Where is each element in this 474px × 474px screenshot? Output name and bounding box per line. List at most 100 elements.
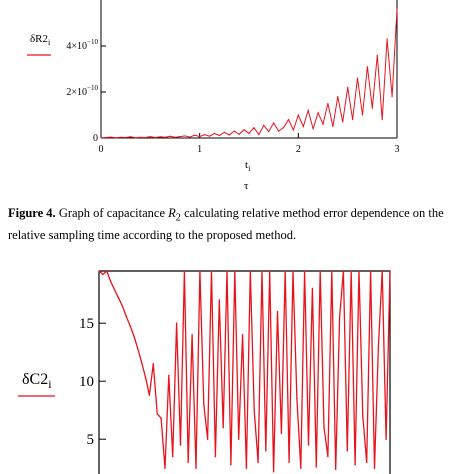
chart-top-data-point [243,129,245,131]
chart-bottom-data-point [334,468,337,471]
chart-bottom-data-point [203,403,205,406]
chart-top-data-point [149,136,151,138]
chart-top-data-point [228,134,230,136]
chart-bottom-data-point [300,467,302,469]
chart-top-y-label: δR2i [27,33,51,56]
chart-top-data-point [273,122,275,124]
chart-bottom-data-point [121,305,123,307]
chart-top-data-point [297,114,299,116]
chart-top-data-point [179,136,181,138]
chart-bottom-data-point [210,270,213,272]
chart-bottom-data-point [148,394,151,396]
chart-top-x-tick-label: 2 [296,144,301,155]
chart-bottom-data-point [222,426,224,429]
chart-bottom-data-point [230,464,232,466]
chart-top-data-point [159,136,161,138]
chart-top-data-point [386,38,388,40]
chart-top-data-point [115,137,117,139]
chart-top-data-point [169,135,171,137]
chart-bottom-data-point [98,270,100,272]
chart-top-data-point [268,130,270,133]
chart-bottom-data-point [226,270,228,272]
chart-top-series-line [100,9,398,139]
chart-top-series [100,8,398,139]
chart-top-x-tick-label: 1 [197,144,202,155]
chart-bottom-data-point [160,417,162,420]
chart-top-data-point [110,136,112,138]
chart-top-data-point [391,96,393,98]
chart-bottom-data-point [140,361,143,364]
chart-bottom-data-point [366,461,368,464]
chart-top-data-point [189,136,191,138]
chart-bottom-data-point [261,270,263,272]
chart-top-x-label-sub: i [248,164,251,173]
chart-bottom-data-point [269,270,271,272]
chart-bottom-data-point [323,426,325,429]
chart-top-data-point [218,134,220,137]
svg-text:δC2i: δC2i [22,371,52,391]
chart-top-data-point [292,129,294,131]
chart-bottom-data-point [117,296,120,299]
chart-top-data-point [347,86,349,88]
chart-bottom-data-point [125,315,127,317]
chart-top-data-point [287,119,290,121]
chart-bottom-data-point [152,363,155,365]
chart-top-data-point [396,8,398,10]
chart-top-data-point [208,135,211,137]
caption-figure-number: Figure 4. [8,206,56,220]
chart-bottom-data-point [338,316,341,319]
chart-bottom-data-point [234,270,236,272]
svg-text:ti: ti [245,159,251,173]
chart-bottom-data-point [199,270,201,272]
chart-bottom-data-point [354,464,356,466]
chart-top-data-point [258,133,260,136]
chart-top-data-point [105,136,107,139]
chart-bottom-data-point [253,409,255,411]
chart-bottom-data-point [385,438,387,440]
chart-top-data-point [120,136,122,138]
chart-bottom-data-point [106,270,108,272]
chart-top-y-tick-label: 0 [93,133,98,144]
chart-bottom-data-point [168,374,170,377]
chart-bottom-data-point [307,444,310,446]
chart-bottom-y-label-main: δC2 [22,371,48,388]
chart-top-data-point [154,136,156,139]
chart-top-data-point [248,132,250,134]
chart-bottom-data-point [292,270,294,272]
chart-bottom-y-tick-label: 10 [79,374,94,390]
chart-top-x-tick-label: 3 [395,144,400,155]
chart-bottom-series [98,270,391,473]
chart-bottom-y-tick-label: 5 [87,432,95,448]
chart-bottom-data-point [362,415,364,417]
chart-top-data-point [174,136,176,138]
chart-top-data-point [144,136,146,139]
chart-bottom-data-point [214,455,217,458]
chart-bottom-data-point [280,432,283,435]
chart-bottom-data-point [342,270,345,272]
chart-bottom-data-point [144,377,147,379]
chart-bottom-y-label-sub: i [48,377,52,391]
chart-bottom-data-point [183,270,186,272]
chart-top-data-point [307,109,309,111]
chart-top-data-point [204,133,206,136]
chart-bottom-data-point [288,461,290,464]
chart-top-data-point [253,127,255,129]
chart-bottom-data-point [129,324,131,327]
chart-bottom-data-point [284,270,286,272]
chart-bottom-data-point [249,270,252,272]
chart-top-y-label-main: δR2 [30,33,48,45]
chart-bottom-data-point [303,270,306,272]
chart-bottom-data-point [381,270,383,272]
chart-bottom-data-point [241,334,244,336]
chart-bottom-data-point [389,270,391,272]
chart-top-data-point [233,130,235,132]
chart-top-x-ticks: 0 1 2 3 [99,133,400,155]
chart-top-data-point [327,102,329,105]
chart-top-data-point [164,136,166,138]
chart-top-x-label-main: t [245,159,248,171]
chart-top-y-tick-label: 2×10−10 [66,84,98,98]
chart-top-y-ticks: 0 2×10−10 4×10−10 [66,38,106,144]
chart-top-data-point [322,123,324,125]
chart-bottom-data-point [164,467,166,469]
chart-bottom-data-point [369,270,372,272]
